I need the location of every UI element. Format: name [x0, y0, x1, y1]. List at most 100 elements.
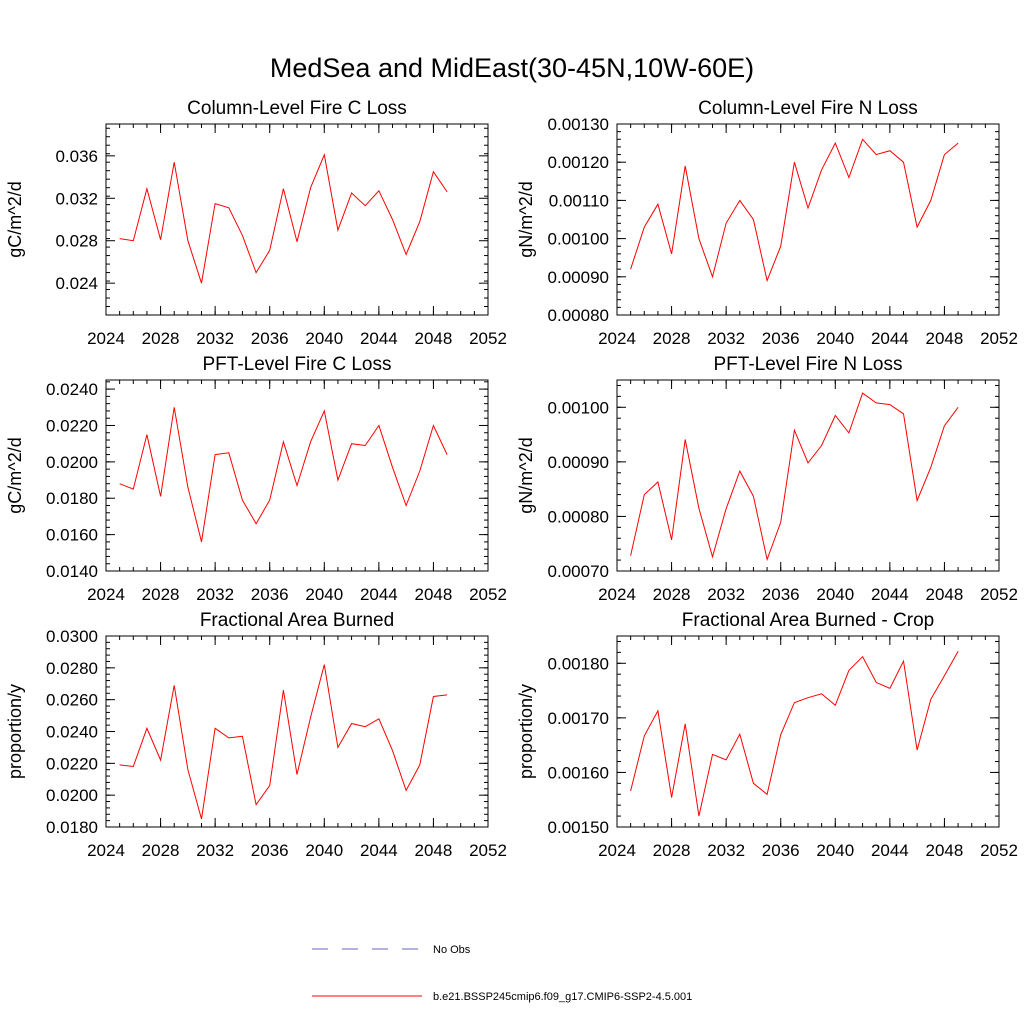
chart-panel-1: Column-Level Fire C Loss gC/m^2/d 2024 2028…: [5, 98, 507, 348]
y-tick-label: 0.00100: [548, 230, 609, 249]
y-tick-label: 0.00180: [548, 654, 609, 673]
x-tick-label: 2032: [196, 329, 234, 348]
panel-title: PFT-Level Fire C Loss: [203, 354, 392, 375]
series-line-1: [630, 392, 959, 562]
y-tick-label: 0.00080: [548, 306, 609, 325]
x-tick-label: 2028: [142, 585, 180, 604]
x-tick-label: 2044: [871, 329, 909, 348]
panel-title: Column-Level Fire C Loss: [187, 98, 407, 119]
panel-title: Column-Level Fire N Loss: [698, 98, 918, 119]
x-tick-label: 2040: [305, 841, 343, 860]
x-tick-label: 2040: [816, 585, 854, 604]
y-tick-label: 0.0280: [46, 659, 98, 678]
x-tick-label: 2024: [87, 585, 125, 604]
x-tick-label: 2024: [87, 841, 125, 860]
series-line-1: [630, 138, 959, 283]
x-tick-label: 2048: [926, 841, 964, 860]
x-tick-label: 2044: [871, 841, 909, 860]
x-tick-label: 2024: [598, 329, 636, 348]
y-tick-label: 0.00090: [548, 268, 609, 287]
x-tick-label: 2036: [251, 841, 289, 860]
chart-panel-3: PFT-Level Fire C Loss gC/m^2/d 2024 2028 203…: [5, 354, 507, 604]
legend-label-no-obs: No Obs: [433, 944, 471, 956]
series-line-1: [119, 664, 448, 820]
y-tick-label: 0.00090: [548, 453, 609, 472]
x-tick-label: 2036: [762, 329, 800, 348]
x-tick-label: 2024: [598, 585, 636, 604]
x-tick-label: 2040: [816, 841, 854, 860]
y-tick-label: 0.0260: [46, 691, 98, 710]
plot-frame: [105, 379, 489, 572]
panel-title: PFT-Level Fire N Loss: [714, 354, 903, 375]
x-tick-label: 2044: [360, 585, 398, 604]
chart-panel-4: PFT-Level Fire N Loss gN/m^2/d 2024 2028 203…: [516, 354, 1018, 604]
legend-label-model-run: b.e21.BSSP245cmip6.f09_g17.CMIP6-SSP2-4.…: [433, 991, 692, 1003]
x-tick-label: 2028: [653, 841, 691, 860]
x-tick-label: 2028: [142, 329, 180, 348]
x-tick-label: 2048: [415, 841, 453, 860]
plot-frame: [105, 635, 489, 828]
x-tick-label: 2028: [142, 841, 180, 860]
x-tick-label: 2048: [926, 585, 964, 604]
chart-panels: Column-Level Fire C Loss gC/m^2/d 2024 2028…: [5, 98, 1018, 860]
x-tick-label: 2032: [196, 841, 234, 860]
y-tick-label: 0.0180: [46, 818, 98, 837]
y-axis-label: gN/m^2/d: [516, 437, 536, 513]
x-tick-label: 2040: [305, 329, 343, 348]
y-axis-label: gC/m^2/d: [5, 181, 25, 257]
y-tick-label: 0.00160: [548, 763, 609, 782]
y-tick-label: 0.036: [55, 147, 98, 166]
series-line-1: [630, 651, 959, 817]
y-tick-label: 0.0180: [46, 489, 98, 508]
x-tick-label: 2036: [762, 841, 800, 860]
y-tick-label: 0.00100: [548, 398, 609, 417]
y-tick-label: 0.00150: [548, 818, 609, 837]
x-tick-label: 2028: [653, 329, 691, 348]
y-tick-label: 0.028: [55, 232, 98, 251]
y-tick-label: 0.00070: [548, 562, 609, 581]
y-axis-label: gC/m^2/d: [5, 437, 25, 513]
y-axis-label: proportion/y: [5, 684, 25, 779]
legend: No Obs b.e21.BSSP245cmip6.f09_g17.CMIP6-…: [312, 944, 692, 1003]
x-tick-label: 2036: [251, 585, 289, 604]
x-tick-label: 2044: [871, 585, 909, 604]
x-tick-label: 2052: [980, 841, 1018, 860]
y-tick-label: 0.032: [55, 189, 98, 208]
x-tick-label: 2024: [87, 329, 125, 348]
x-tick-label: 2028: [653, 585, 691, 604]
x-tick-label: 2036: [762, 585, 800, 604]
y-tick-label: 0.00120: [548, 153, 609, 172]
x-tick-label: 2052: [980, 585, 1018, 604]
series-line-1: [119, 407, 448, 543]
x-tick-label: 2032: [707, 585, 745, 604]
x-tick-label: 2052: [469, 585, 507, 604]
x-tick-label: 2044: [360, 329, 398, 348]
y-tick-label: 0.0220: [46, 754, 98, 773]
x-tick-label: 2048: [415, 585, 453, 604]
plot-frame: [105, 123, 489, 316]
y-tick-label: 0.0220: [46, 416, 98, 435]
x-tick-label: 2052: [980, 329, 1018, 348]
y-tick-label: 0.0200: [46, 453, 98, 472]
series-line-1: [119, 153, 448, 284]
x-tick-label: 2048: [926, 329, 964, 348]
y-tick-label: 0.024: [55, 274, 98, 293]
x-tick-label: 2032: [196, 585, 234, 604]
x-tick-label: 2040: [816, 329, 854, 348]
x-tick-label: 2048: [415, 329, 453, 348]
plot-frame: [616, 379, 1000, 572]
x-tick-label: 2044: [360, 841, 398, 860]
y-axis-label: proportion/y: [516, 684, 536, 779]
y-axis-label: gN/m^2/d: [516, 181, 536, 257]
y-tick-label: 0.00130: [548, 115, 609, 134]
y-tick-label: 0.0200: [46, 786, 98, 805]
y-tick-label: 0.0160: [46, 526, 98, 545]
x-tick-label: 2040: [305, 585, 343, 604]
chart-panel-6: Fractional Area Burned - Crop proportion/…: [516, 610, 1018, 860]
x-tick-label: 2052: [469, 841, 507, 860]
x-tick-label: 2024: [598, 841, 636, 860]
y-tick-label: 0.0140: [46, 562, 98, 581]
x-tick-label: 2032: [707, 329, 745, 348]
